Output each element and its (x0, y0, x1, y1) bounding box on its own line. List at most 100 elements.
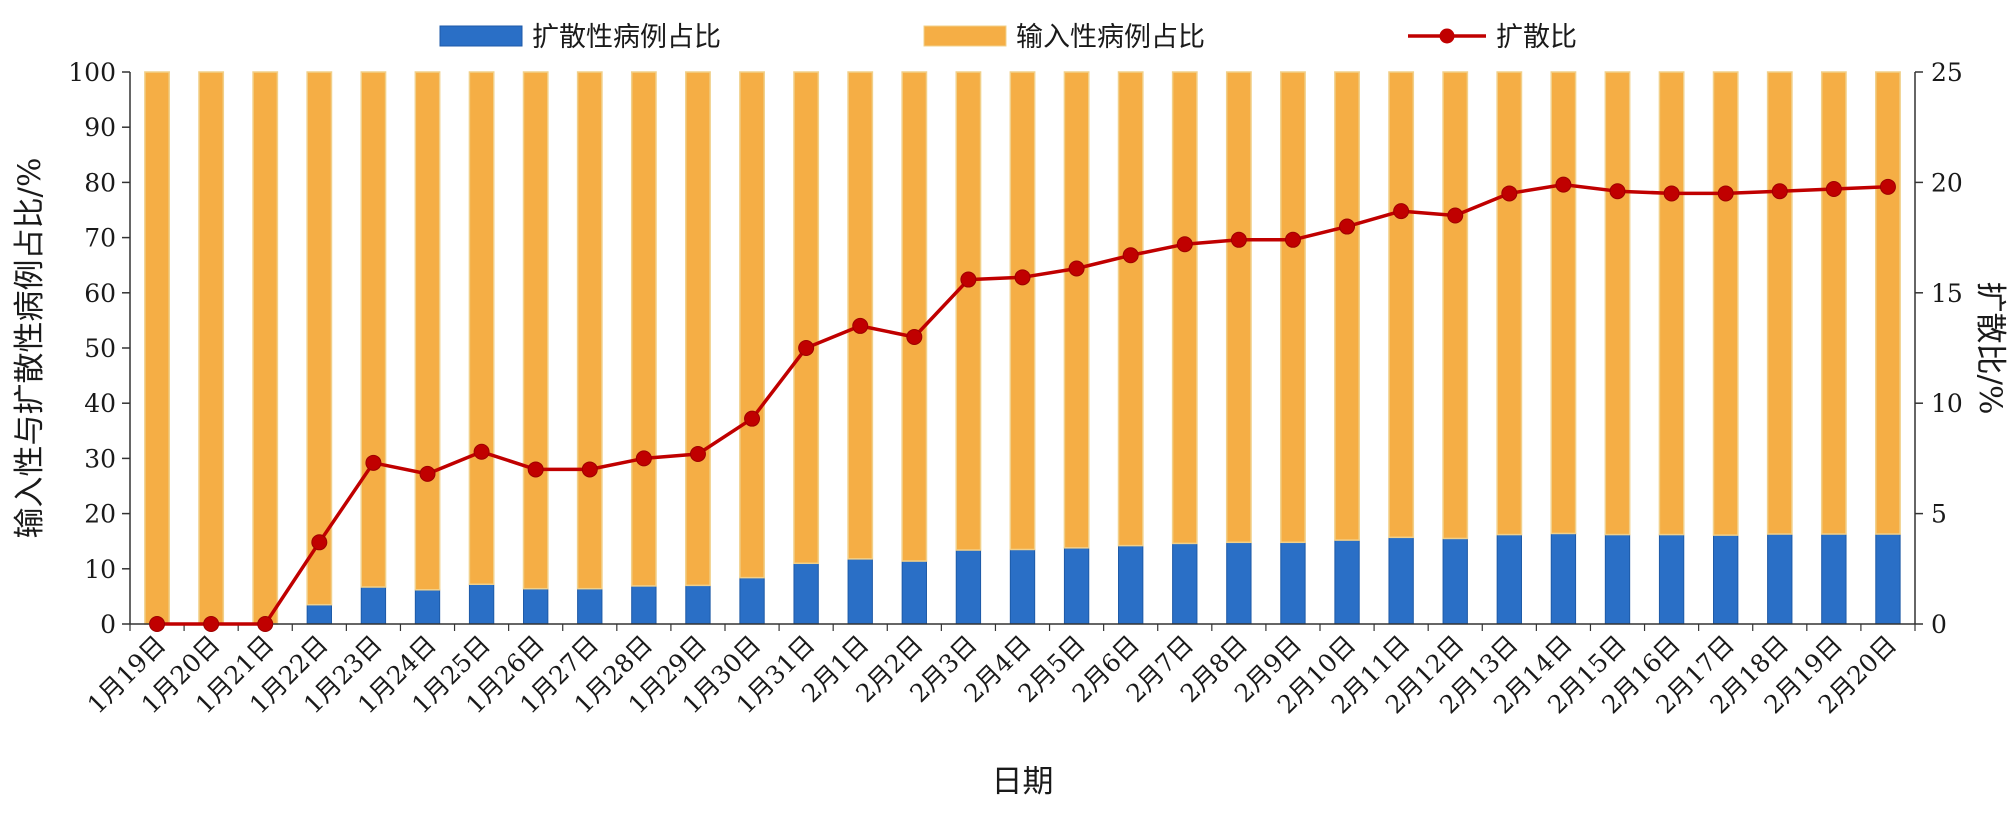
point-diffusion-ratio-12 (798, 340, 815, 356)
bars-layer (144, 71, 1901, 625)
left-tick-label-9: 90 (84, 113, 116, 142)
bar-diffusive-29 (1713, 534, 1739, 625)
point-diffusion-ratio-1 (203, 616, 220, 632)
bar-imported-0 (144, 71, 170, 625)
legend-label-diffusion-ratio: 扩散比 (1496, 22, 1577, 53)
legend-swatch-imported (923, 25, 1007, 47)
point-diffusion-ratio-4 (365, 454, 382, 471)
bar-diffusive-17 (1063, 547, 1090, 625)
left-tick-label-3: 30 (84, 444, 116, 473)
left-tick-label-2: 20 (84, 500, 116, 529)
point-diffusion-ratio-30 (1771, 183, 1788, 200)
bar-diffusive-30 (1767, 533, 1793, 625)
point-diffusion-ratio-8 (581, 461, 598, 478)
bar-imported-3 (306, 71, 333, 606)
point-diffusion-ratio-24 (1447, 207, 1464, 224)
point-diffusion-ratio-19 (1176, 236, 1193, 253)
bar-imported-14 (901, 71, 928, 562)
bar-diffusive-3 (306, 604, 332, 625)
bar-imported-29 (1712, 71, 1739, 536)
axes-layer (122, 71, 1923, 631)
bar-diffusive-27 (1604, 534, 1631, 625)
right-tick-label-0: 0 (1931, 610, 1947, 639)
bar-imported-19 (1171, 71, 1198, 545)
point-diffusion-ratio-0 (149, 616, 166, 632)
left-tick-label-0: 0 (100, 610, 116, 639)
point-diffusion-ratio-18 (1122, 247, 1139, 264)
bar-imported-32 (1875, 71, 1901, 535)
right-axis-title: 扩散比/% (1972, 282, 2008, 415)
bar-diffusive-31 (1821, 533, 1847, 625)
point-diffusion-ratio-31 (1825, 181, 1842, 198)
point-diffusion-ratio-29 (1717, 185, 1734, 202)
bar-diffusive-6 (468, 583, 495, 625)
bar-imported-4 (360, 71, 387, 588)
bar-imported-20 (1225, 71, 1252, 544)
bar-imported-21 (1280, 71, 1306, 544)
bar-imported-27 (1604, 71, 1631, 536)
bar-diffusive-12 (793, 562, 819, 625)
points-layer (149, 176, 1896, 632)
point-diffusion-ratio-2 (257, 616, 274, 632)
legend-label-diffusive: 扩散性病例占比 (532, 22, 721, 53)
point-diffusion-ratio-3 (311, 534, 328, 551)
bar-diffusive-16 (1009, 548, 1036, 625)
right-tick-label-4: 20 (1931, 168, 1963, 197)
bar-diffusive-21 (1280, 541, 1306, 625)
legend-marker-diffusion-ratio (1439, 28, 1455, 44)
bar-diffusive-10 (685, 584, 711, 625)
bar-diffusive-20 (1226, 541, 1252, 625)
bar-diffusive-19 (1172, 542, 1198, 625)
point-diffusion-ratio-26 (1555, 176, 1572, 193)
bar-diffusive-5 (414, 589, 441, 625)
bar-imported-2 (252, 71, 279, 625)
bar-imported-1 (198, 71, 225, 625)
point-diffusion-ratio-23 (1393, 203, 1410, 220)
point-diffusion-ratio-15 (960, 271, 977, 288)
bar-imported-23 (1388, 71, 1415, 539)
bar-diffusive-9 (631, 585, 657, 625)
bar-imported-15 (955, 71, 982, 551)
left-axis-title: 输入性与扩散性病例占比/% (12, 158, 48, 539)
point-diffusion-ratio-11 (744, 410, 761, 427)
point-diffusion-ratio-25 (1501, 185, 1518, 202)
bar-diffusive-22 (1334, 539, 1360, 625)
point-diffusion-ratio-27 (1609, 183, 1626, 200)
x-axis-title: 日期 (992, 764, 1054, 800)
bar-diffusive-32 (1875, 533, 1901, 625)
bar-imported-16 (1009, 71, 1036, 551)
bar-diffusive-13 (847, 558, 873, 625)
bar-imported-18 (1117, 71, 1144, 547)
point-diffusion-ratio-5 (419, 465, 436, 482)
left-tick-label-10: 100 (68, 58, 116, 87)
left-tick-label-5: 50 (84, 334, 116, 363)
bar-diffusive-11 (739, 577, 765, 625)
point-diffusion-ratio-7 (527, 461, 544, 478)
bar-diffusive-14 (901, 560, 927, 625)
bar-imported-17 (1063, 71, 1090, 549)
bar-imported-28 (1658, 71, 1685, 536)
left-tick-label-8: 80 (84, 168, 116, 197)
point-diffusion-ratio-17 (1068, 260, 1085, 277)
point-diffusion-ratio-22 (1339, 218, 1356, 235)
bar-imported-11 (739, 71, 765, 579)
point-diffusion-ratio-20 (1230, 231, 1247, 248)
bar-imported-10 (685, 71, 711, 587)
point-diffusion-ratio-28 (1663, 185, 1680, 202)
point-diffusion-ratio-6 (473, 443, 490, 460)
bar-imported-8 (576, 71, 603, 590)
left-tick-label-1: 10 (84, 555, 116, 584)
bar-imported-5 (414, 71, 441, 591)
right-tick-label-3: 15 (1931, 279, 1963, 308)
bar-diffusive-24 (1442, 537, 1468, 625)
point-diffusion-ratio-14 (906, 328, 923, 345)
bar-imported-26 (1550, 71, 1577, 535)
left-tick-label-4: 40 (84, 389, 116, 418)
bar-diffusive-26 (1550, 532, 1577, 625)
left-tick-label-7: 70 (84, 224, 116, 253)
legend: 扩散性病例占比 输入性病例占比 扩散比 (439, 22, 1577, 53)
bar-diffusive-8 (577, 588, 603, 625)
point-diffusion-ratio-21 (1284, 231, 1301, 248)
bar-diffusive-4 (360, 586, 387, 625)
